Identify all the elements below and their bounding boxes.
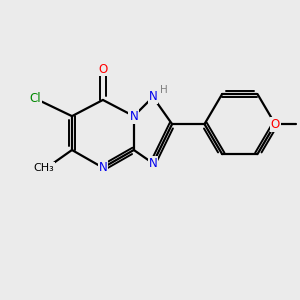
Text: O: O (98, 62, 107, 76)
Text: N: N (148, 157, 157, 170)
Text: Cl: Cl (29, 92, 41, 105)
Text: N: N (148, 91, 157, 103)
Text: CH₃: CH₃ (33, 163, 54, 173)
Text: N: N (98, 161, 107, 174)
Text: N: N (129, 110, 138, 123)
Text: H: H (160, 85, 168, 94)
Text: O: O (271, 118, 280, 130)
